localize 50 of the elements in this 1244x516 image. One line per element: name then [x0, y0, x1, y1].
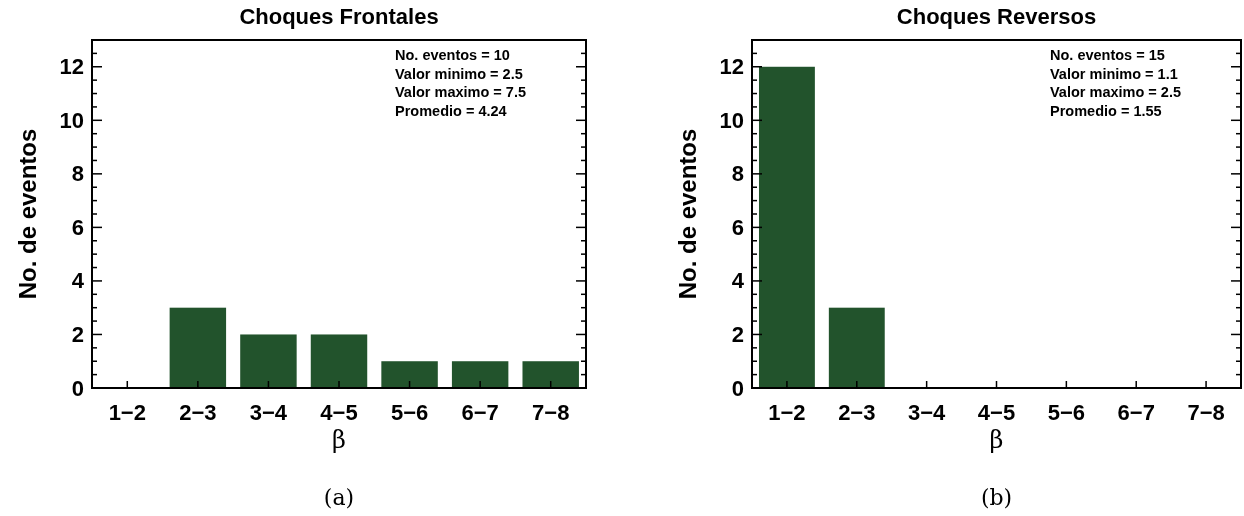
- x-tick-label: 2−3: [179, 399, 217, 425]
- y-tick-label: 2: [71, 322, 84, 347]
- x-tick-label: 7−8: [1187, 399, 1225, 425]
- y-tick-label: 0: [731, 375, 744, 401]
- y-tick-label: 12: [719, 54, 744, 80]
- annotation: No. eventos = 15: [1050, 47, 1165, 63]
- y-tick-label: 12: [59, 54, 84, 80]
- annotation: Valor maximo = 2.5: [1050, 84, 1181, 100]
- y-tick-label: 10: [59, 107, 84, 133]
- annotation: Valor minimo = 1.1: [1050, 65, 1178, 82]
- x-tick-label: 4−5: [977, 399, 1016, 425]
- x-axis-title: β: [332, 426, 346, 454]
- x-tick-label: 5−6: [1047, 399, 1086, 425]
- bar: [169, 307, 227, 388]
- y-tick-label: 8: [71, 161, 84, 187]
- x-axis-title: β: [989, 426, 1004, 454]
- x-tick-label: 1−2: [768, 399, 806, 425]
- x-tick-label: 5−6: [390, 399, 429, 425]
- y-tick-label: 6: [731, 214, 744, 240]
- bar: [240, 334, 297, 388]
- y-tick-label: 10: [719, 107, 744, 133]
- chart-title: Choques Frontales: [239, 4, 439, 29]
- bar: [451, 361, 509, 388]
- y-tick-label: 0: [71, 375, 84, 401]
- annotation: Promedio = 1.55: [1050, 102, 1162, 119]
- x-tick-label: 1−2: [108, 399, 146, 425]
- bar: [381, 361, 438, 388]
- x-tick-label: 4−5: [320, 399, 358, 425]
- bar: [310, 334, 368, 388]
- y-tick-label: 4: [71, 268, 85, 294]
- y-tick-label: 2: [731, 322, 744, 347]
- y-tick-label: 6: [71, 214, 84, 240]
- annotation: Valor minimo = 2.5: [395, 65, 523, 82]
- annotation: No. eventos = 10: [395, 47, 510, 63]
- x-tick-label: 6−7: [1117, 399, 1155, 425]
- chart-title: Choques Reversos: [896, 4, 1097, 29]
- annotation: Promedio = 4.24: [395, 102, 507, 119]
- annotation: Valor maximo = 7.5: [395, 84, 526, 100]
- text: (b): [980, 485, 1013, 510]
- y-tick-label: 8: [731, 161, 744, 187]
- y-tick-label: 4: [731, 268, 745, 294]
- y-axis-title: No. de eventos: [14, 128, 41, 300]
- x-tick-label: 2−3: [838, 399, 876, 425]
- x-tick-label: 3−4: [907, 399, 947, 425]
- text: (a): [323, 485, 355, 510]
- x-tick-label: 7−8: [532, 399, 570, 425]
- x-tick-label: 6−7: [461, 399, 499, 425]
- y-axis-title: No. de eventos: [674, 128, 701, 300]
- x-tick-label: 3−4: [249, 399, 288, 425]
- bar: [522, 361, 579, 388]
